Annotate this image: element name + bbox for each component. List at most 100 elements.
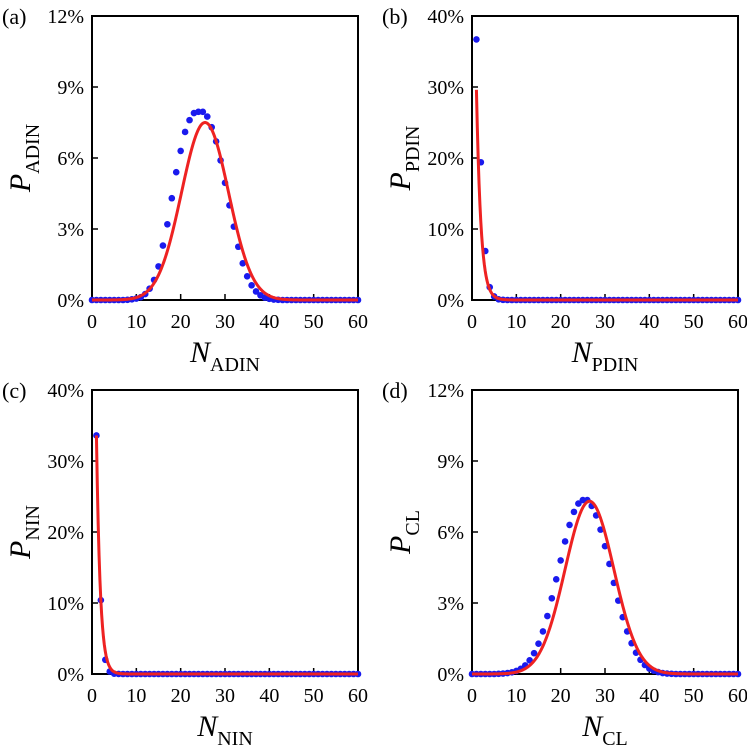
panel-label: (d) — [382, 378, 408, 403]
x-tick-label: 20 — [171, 685, 191, 707]
data-point — [168, 194, 176, 202]
y-axis-subscript: CL — [402, 510, 424, 536]
data-point — [203, 113, 211, 120]
y-tick-label: 0% — [57, 664, 84, 686]
y-tick-label: 9% — [57, 77, 84, 99]
y-axis-subscript: ADIN — [22, 124, 44, 174]
y-tick-label: 40% — [47, 380, 84, 402]
data-point — [548, 594, 556, 602]
x-tick-label: 40 — [259, 311, 279, 333]
x-tick-label: 0 — [467, 685, 477, 707]
x-axis-symbol: N — [196, 710, 219, 743]
data-point — [544, 612, 551, 620]
x-tick-label: 40 — [259, 685, 279, 707]
plot-frame — [91, 389, 359, 675]
fit-curve — [94, 435, 359, 676]
data-point — [248, 282, 255, 289]
y-tick-label: 9% — [437, 451, 464, 473]
data-point — [199, 108, 207, 116]
x-tick-label: 20 — [171, 311, 191, 333]
x-tick-label: 40 — [639, 311, 659, 333]
y-tick-label: 12% — [47, 6, 84, 28]
x-axis-title: NADIN — [189, 336, 260, 376]
x-tick-label: 0 — [467, 311, 477, 333]
data-point — [172, 168, 180, 176]
x-tick-label: 60 — [728, 311, 747, 333]
data-point — [186, 116, 193, 124]
x-tick-label: 50 — [684, 311, 704, 333]
y-axis-title: PNIN — [4, 505, 44, 560]
x-tick-label: 60 — [348, 685, 368, 707]
y-tick-label: 20% — [427, 148, 464, 170]
data-point — [239, 260, 247, 267]
x-tick-label: 0 — [87, 685, 97, 707]
data-point — [252, 288, 260, 295]
y-axis-subscript: PDIN — [402, 126, 424, 173]
data-point — [473, 36, 480, 43]
data-point — [575, 500, 582, 507]
y-axis-title: PCL — [384, 510, 424, 555]
x-tick-label: 10 — [506, 311, 526, 333]
y-tick-label: 30% — [47, 451, 84, 473]
y-tick-label: 20% — [47, 522, 84, 544]
y-axis-symbol: P — [384, 536, 417, 555]
x-axis-subscript: ADIN — [210, 354, 260, 376]
y-tick-label: 10% — [427, 219, 464, 241]
x-tick-label: 60 — [348, 311, 368, 333]
y-axis-subscript: NIN — [22, 505, 44, 541]
fit-curve — [471, 499, 739, 676]
data-point — [177, 147, 184, 155]
data-point — [570, 508, 578, 516]
plot-frame — [471, 15, 739, 301]
y-tick-label: 6% — [57, 148, 84, 170]
y-axis-symbol: P — [384, 172, 417, 191]
y-tick-label: 0% — [437, 664, 464, 686]
x-axis-title: NPDIN — [571, 336, 639, 376]
x-axis-title: NCL — [581, 710, 628, 745]
y-tick-label: 12% — [427, 380, 464, 402]
panel-label: (b) — [382, 4, 408, 29]
y-axis-title: PADIN — [4, 124, 44, 193]
y-tick-label: 0% — [437, 290, 464, 312]
y-axis-symbol: P — [4, 174, 37, 193]
x-tick-label: 10 — [126, 311, 146, 333]
y-tick-label: 10% — [47, 593, 84, 615]
x-tick-label: 30 — [215, 685, 235, 707]
y-axis-symbol: P — [4, 541, 37, 560]
data-point — [561, 538, 569, 545]
x-tick-label: 50 — [684, 685, 704, 707]
x-tick-label: 60 — [728, 685, 747, 707]
y-axis-title: PPDIN — [384, 126, 424, 192]
data-point — [566, 521, 573, 529]
x-tick-label: 20 — [551, 685, 571, 707]
x-tick-label: 50 — [304, 311, 324, 333]
y-tick-label: 40% — [427, 6, 464, 28]
x-tick-label: 50 — [304, 685, 324, 707]
data-point — [159, 242, 167, 249]
x-axis-subscript: CL — [602, 728, 628, 745]
x-tick-label: 10 — [506, 685, 526, 707]
y-tick-label: 0% — [57, 290, 84, 312]
panel-label: (c) — [2, 378, 26, 403]
y-tick-label: 3% — [437, 593, 464, 615]
y-tick-label: 3% — [57, 219, 84, 241]
data-point — [557, 557, 564, 564]
x-tick-label: 40 — [639, 685, 659, 707]
data-point — [530, 649, 538, 657]
x-axis-subscript: PDIN — [592, 354, 639, 376]
panel-label: (a) — [2, 4, 26, 29]
x-tick-label: 20 — [551, 311, 571, 333]
data-point — [243, 273, 251, 280]
x-axis-symbol: N — [571, 336, 594, 369]
y-tick-label: 6% — [437, 522, 464, 544]
y-tick-label: 30% — [427, 77, 464, 99]
x-tick-label: 30 — [595, 685, 615, 707]
x-axis-title: NNIN — [196, 710, 253, 745]
x-tick-label: 30 — [595, 311, 615, 333]
fit-curve — [474, 89, 739, 302]
data-point — [552, 576, 560, 583]
